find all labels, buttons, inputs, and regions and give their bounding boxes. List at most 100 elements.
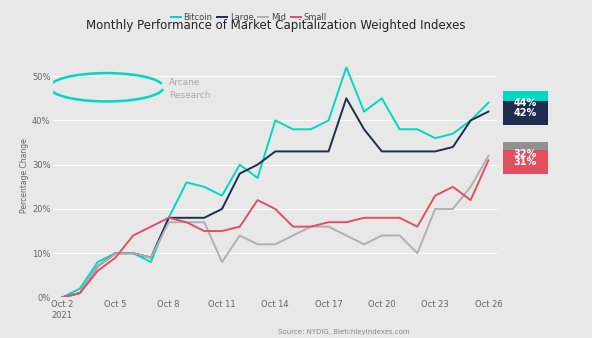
Large: [254, 163, 261, 167]
Bitcoin: [236, 163, 243, 167]
Bitcoin: [218, 194, 226, 198]
Large: [236, 171, 243, 175]
Mid: [165, 220, 172, 224]
Text: Research: Research: [169, 91, 210, 100]
Title: Monthly Performance of Market Capitalization Weighted Indexes: Monthly Performance of Market Capitaliza…: [85, 19, 465, 32]
Line: Large: Large: [62, 98, 488, 297]
Mid: [76, 291, 83, 295]
Large: [449, 145, 456, 149]
Small: [218, 229, 226, 233]
Bitcoin: [201, 185, 208, 189]
Mid: [396, 234, 403, 238]
Mid: [218, 260, 226, 264]
Large: [361, 127, 368, 131]
Mid: [254, 242, 261, 246]
Large: [307, 149, 314, 153]
Bitcoin: [254, 176, 261, 180]
Large: [272, 149, 279, 153]
Mid: [449, 207, 456, 211]
Mid: [130, 251, 137, 255]
Mid: [307, 225, 314, 229]
Bitcoin: [165, 216, 172, 220]
Legend: Bitcoin, Large, Mid, Small: Bitcoin, Large, Mid, Small: [168, 9, 330, 25]
Large: [343, 96, 350, 100]
Bitcoin: [76, 287, 83, 291]
Large: [396, 149, 403, 153]
Large: [76, 291, 83, 295]
Small: [307, 225, 314, 229]
Text: Arcane: Arcane: [169, 78, 200, 87]
Bitcoin: [432, 136, 439, 140]
Mid: [361, 242, 368, 246]
Small: [254, 198, 261, 202]
Bitcoin: [449, 132, 456, 136]
Small: [147, 225, 155, 229]
Large: [201, 216, 208, 220]
Mid: [289, 234, 297, 238]
Small: [76, 291, 83, 295]
Text: 44%: 44%: [514, 98, 537, 108]
Text: 42%: 42%: [514, 108, 537, 118]
Small: [272, 207, 279, 211]
Large: [165, 216, 172, 220]
Bitcoin: [59, 295, 66, 299]
Bitcoin: [130, 251, 137, 255]
Mid: [59, 295, 66, 299]
Small: [94, 269, 101, 273]
Text: Source: NYDIG, Bletchleyindexes.com: Source: NYDIG, Bletchleyindexes.com: [278, 329, 409, 335]
Mid: [272, 242, 279, 246]
Large: [112, 251, 119, 255]
Small: [449, 185, 456, 189]
Small: [432, 194, 439, 198]
Bitcoin: [485, 101, 492, 105]
Mid: [378, 234, 385, 238]
Mid: [485, 154, 492, 158]
Line: Bitcoin: Bitcoin: [62, 67, 488, 297]
Mid: [201, 220, 208, 224]
Large: [147, 256, 155, 260]
Mid: [467, 185, 474, 189]
Large: [485, 110, 492, 114]
Small: [343, 220, 350, 224]
Line: Mid: Mid: [62, 156, 488, 297]
Bitcoin: [378, 96, 385, 100]
Bitcoin: [361, 110, 368, 114]
Mid: [183, 220, 190, 224]
Small: [165, 216, 172, 220]
Small: [414, 225, 421, 229]
Small: [467, 198, 474, 202]
Bitcoin: [325, 118, 332, 122]
Large: [59, 295, 66, 299]
Bitcoin: [94, 260, 101, 264]
Text: 32%: 32%: [514, 149, 537, 159]
Bitcoin: [343, 65, 350, 69]
Text: 31%: 31%: [514, 157, 537, 167]
Bitcoin: [112, 251, 119, 255]
Bitcoin: [272, 118, 279, 122]
Mid: [432, 207, 439, 211]
Bitcoin: [289, 127, 297, 131]
Large: [289, 149, 297, 153]
Bitcoin: [467, 118, 474, 122]
Small: [59, 295, 66, 299]
Small: [396, 216, 403, 220]
Small: [325, 220, 332, 224]
Mid: [147, 256, 155, 260]
Mid: [236, 234, 243, 238]
Small: [361, 216, 368, 220]
Large: [467, 118, 474, 122]
Small: [112, 256, 119, 260]
Bitcoin: [147, 260, 155, 264]
Y-axis label: Percentage Change: Percentage Change: [20, 138, 29, 213]
Bitcoin: [183, 180, 190, 185]
Small: [236, 225, 243, 229]
Mid: [325, 225, 332, 229]
Mid: [94, 264, 101, 268]
Mid: [414, 251, 421, 255]
Small: [289, 225, 297, 229]
Large: [94, 264, 101, 268]
Large: [183, 216, 190, 220]
Large: [378, 149, 385, 153]
Large: [414, 149, 421, 153]
Mid: [112, 251, 119, 255]
